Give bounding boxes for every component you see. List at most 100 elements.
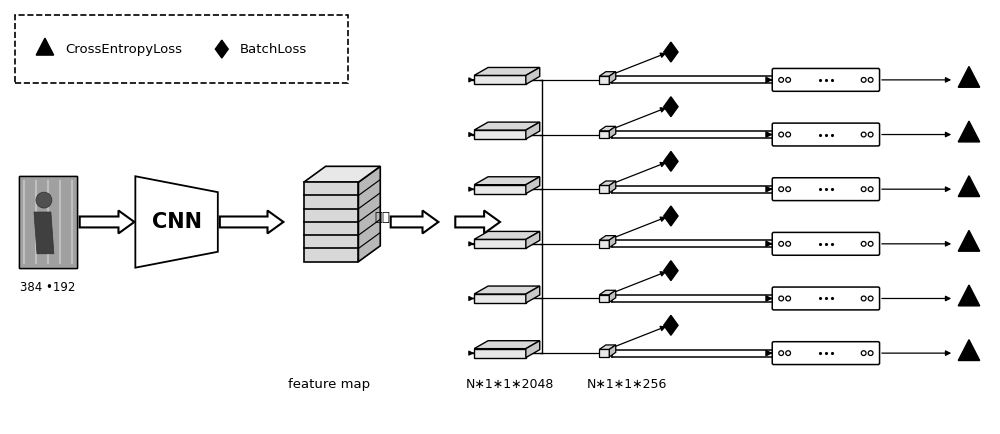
Polygon shape xyxy=(358,166,380,262)
Polygon shape xyxy=(609,345,616,357)
Polygon shape xyxy=(474,177,540,185)
Polygon shape xyxy=(526,286,540,303)
Polygon shape xyxy=(958,340,980,361)
Polygon shape xyxy=(609,236,616,247)
Polygon shape xyxy=(19,176,77,268)
Polygon shape xyxy=(958,285,980,306)
Polygon shape xyxy=(474,76,526,84)
Polygon shape xyxy=(474,286,540,294)
Polygon shape xyxy=(474,122,540,130)
Circle shape xyxy=(861,296,866,301)
Circle shape xyxy=(779,241,784,246)
Polygon shape xyxy=(304,166,380,182)
Circle shape xyxy=(779,296,784,301)
Polygon shape xyxy=(664,97,678,117)
FancyBboxPatch shape xyxy=(15,15,348,83)
Text: CrossEntropyLoss: CrossEntropyLoss xyxy=(65,43,182,56)
Polygon shape xyxy=(599,185,609,193)
Polygon shape xyxy=(526,341,540,358)
Polygon shape xyxy=(19,176,77,268)
FancyBboxPatch shape xyxy=(772,69,880,91)
Circle shape xyxy=(786,351,791,355)
Polygon shape xyxy=(609,126,616,138)
FancyBboxPatch shape xyxy=(772,287,880,310)
Polygon shape xyxy=(599,126,616,131)
FancyArrow shape xyxy=(220,210,283,233)
Polygon shape xyxy=(958,121,980,142)
Polygon shape xyxy=(474,185,526,194)
FancyBboxPatch shape xyxy=(772,123,880,146)
Polygon shape xyxy=(474,294,526,303)
Circle shape xyxy=(861,241,866,246)
Polygon shape xyxy=(958,230,980,251)
Polygon shape xyxy=(599,72,616,76)
Polygon shape xyxy=(599,76,609,84)
Circle shape xyxy=(786,78,791,82)
Polygon shape xyxy=(599,181,616,185)
Circle shape xyxy=(868,132,873,137)
Circle shape xyxy=(779,351,784,355)
Circle shape xyxy=(779,78,784,82)
Polygon shape xyxy=(135,176,218,268)
Polygon shape xyxy=(474,130,526,139)
Circle shape xyxy=(861,78,866,82)
Polygon shape xyxy=(474,231,540,240)
Polygon shape xyxy=(526,67,540,84)
Polygon shape xyxy=(304,182,358,262)
Circle shape xyxy=(36,192,52,208)
Circle shape xyxy=(868,351,873,355)
Circle shape xyxy=(861,187,866,191)
Polygon shape xyxy=(609,290,616,302)
FancyBboxPatch shape xyxy=(772,178,880,201)
Circle shape xyxy=(786,241,791,246)
Circle shape xyxy=(868,241,873,246)
Circle shape xyxy=(779,187,784,191)
Circle shape xyxy=(779,132,784,137)
Polygon shape xyxy=(474,341,540,349)
Circle shape xyxy=(868,187,873,191)
Polygon shape xyxy=(474,240,526,248)
Text: N∗1∗1∗256: N∗1∗1∗256 xyxy=(587,378,667,391)
Polygon shape xyxy=(34,212,54,254)
Polygon shape xyxy=(599,131,609,138)
Polygon shape xyxy=(599,236,616,240)
Polygon shape xyxy=(526,177,540,194)
Text: CNN: CNN xyxy=(152,212,202,232)
FancyArrow shape xyxy=(455,210,500,233)
Polygon shape xyxy=(526,122,540,139)
Polygon shape xyxy=(958,66,980,87)
FancyBboxPatch shape xyxy=(772,232,880,255)
Circle shape xyxy=(868,78,873,82)
Polygon shape xyxy=(609,72,616,84)
Polygon shape xyxy=(599,290,616,295)
Polygon shape xyxy=(664,42,678,62)
FancyArrow shape xyxy=(391,210,438,233)
Circle shape xyxy=(861,351,866,355)
FancyBboxPatch shape xyxy=(772,342,880,365)
Polygon shape xyxy=(36,38,54,55)
Polygon shape xyxy=(215,40,228,58)
Polygon shape xyxy=(474,349,526,358)
Circle shape xyxy=(786,132,791,137)
Polygon shape xyxy=(599,295,609,302)
Text: feature map: feature map xyxy=(288,378,370,391)
Text: 池化: 池化 xyxy=(375,211,391,224)
Text: N∗1∗1∗2048: N∗1∗1∗2048 xyxy=(466,378,554,391)
Polygon shape xyxy=(599,349,609,357)
Polygon shape xyxy=(664,261,678,281)
Polygon shape xyxy=(664,316,678,335)
Circle shape xyxy=(868,296,873,301)
Circle shape xyxy=(786,296,791,301)
Circle shape xyxy=(786,187,791,191)
Text: 384 •192: 384 •192 xyxy=(20,281,76,293)
Polygon shape xyxy=(958,176,980,197)
Polygon shape xyxy=(664,206,678,226)
Polygon shape xyxy=(474,67,540,76)
Polygon shape xyxy=(664,151,678,171)
Polygon shape xyxy=(526,231,540,248)
Text: BatchLoss: BatchLoss xyxy=(240,43,307,56)
Polygon shape xyxy=(599,345,616,349)
FancyArrow shape xyxy=(80,210,134,233)
Circle shape xyxy=(861,132,866,137)
Polygon shape xyxy=(599,240,609,247)
